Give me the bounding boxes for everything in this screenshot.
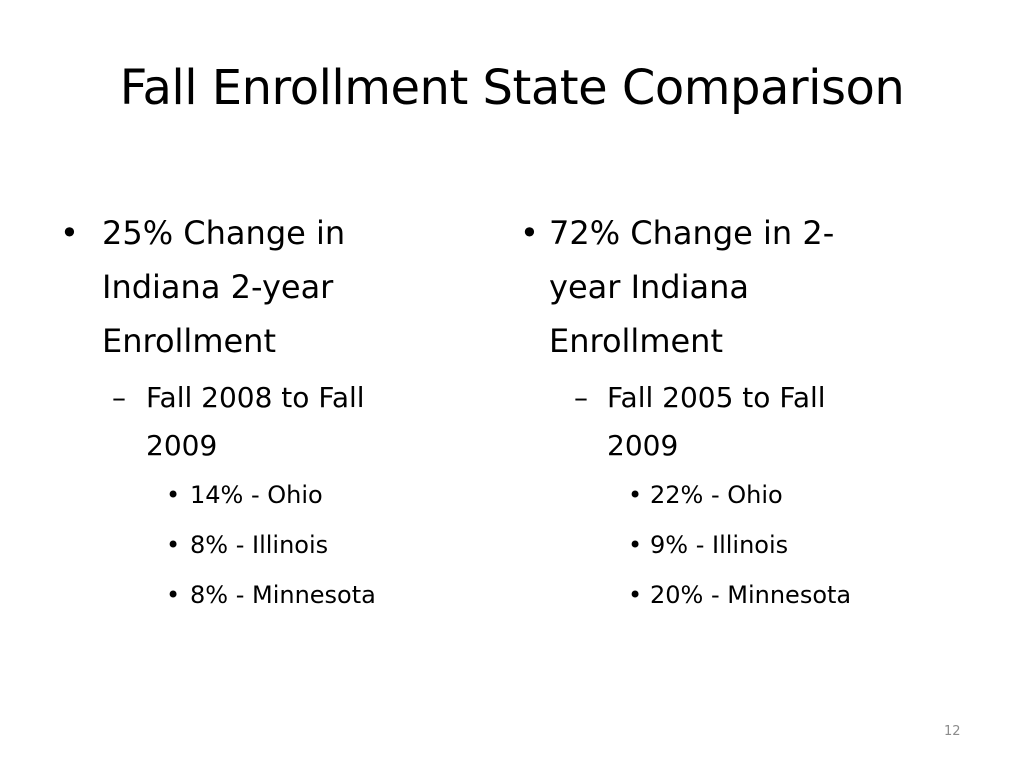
bullet-icon: • bbox=[628, 581, 643, 609]
right-sub-line-1: Fall 2005 to Fall bbox=[607, 381, 826, 414]
page-number: 12 bbox=[944, 724, 961, 739]
bullet-icon: • bbox=[520, 214, 539, 252]
bullet-icon: • bbox=[60, 214, 79, 252]
slide-title: Fall Enrollment State Comparison bbox=[119, 60, 905, 116]
right-heading-line-1: 72% Change in 2- bbox=[549, 214, 835, 252]
left-state-list: • 14% - Ohio • 8% - Illinois • 8% - Minn… bbox=[60, 470, 460, 620]
left-sub-bullet: – Fall 2008 to Fall 2009 bbox=[60, 374, 460, 470]
right-sub-bullet: – Fall 2005 to Fall 2009 bbox=[520, 374, 940, 470]
list-item: • 8% - Minnesota bbox=[60, 570, 460, 620]
dash-icon: – bbox=[574, 381, 588, 414]
left-sub-line-1: Fall 2008 to Fall bbox=[146, 381, 365, 414]
left-main-bullet: • 25% Change in Indiana 2-year Enrollmen… bbox=[60, 206, 460, 368]
right-sub-line-2: 2009 bbox=[607, 429, 679, 462]
dash-icon: – bbox=[112, 381, 126, 414]
right-heading-line-3: Enrollment bbox=[549, 322, 723, 360]
list-item: • 9% - Illinois bbox=[520, 520, 940, 570]
right-main-bullet: • 72% Change in 2- year Indiana Enrollme… bbox=[520, 206, 940, 368]
left-heading-line-1: 25% Change in bbox=[102, 214, 346, 252]
right-state-list: • 22% - Ohio • 9% - Illinois • 20% - Min… bbox=[520, 470, 940, 620]
left-sub-line-2: 2009 bbox=[146, 429, 218, 462]
list-item: • 14% - Ohio bbox=[60, 470, 460, 520]
bullet-icon: • bbox=[166, 581, 181, 609]
bullet-icon: • bbox=[628, 531, 643, 559]
list-item: • 20% - Minnesota bbox=[520, 570, 940, 620]
list-item: • 22% - Ohio bbox=[520, 470, 940, 520]
bullet-icon: • bbox=[628, 481, 643, 509]
left-heading-line-2: Indiana 2-year bbox=[102, 268, 334, 306]
left-column: • 25% Change in Indiana 2-year Enrollmen… bbox=[60, 206, 460, 620]
left-heading-line-3: Enrollment bbox=[102, 322, 276, 360]
bullet-icon: • bbox=[166, 531, 181, 559]
list-item: • 8% - Illinois bbox=[60, 520, 460, 570]
right-column: • 72% Change in 2- year Indiana Enrollme… bbox=[520, 206, 940, 620]
right-heading-line-2: year Indiana bbox=[549, 268, 749, 306]
bullet-icon: • bbox=[166, 481, 181, 509]
